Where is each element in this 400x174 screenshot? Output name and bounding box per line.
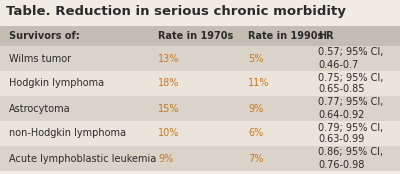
Text: 0.57; 95% CI,
0.46-0.7: 0.57; 95% CI, 0.46-0.7: [318, 48, 383, 69]
Text: 0.79; 95% CI,
0.63-0.99: 0.79; 95% CI, 0.63-0.99: [318, 122, 383, 144]
Text: Rate in 1990s: Rate in 1990s: [248, 31, 323, 41]
Text: 13%: 13%: [158, 53, 179, 64]
Text: 18%: 18%: [158, 78, 179, 89]
Text: Hodgkin lymphoma: Hodgkin lymphoma: [9, 78, 104, 89]
Bar: [0, 26, 400, 46]
Text: 0.86; 95% CI,
0.76-0.98: 0.86; 95% CI, 0.76-0.98: [318, 148, 383, 169]
Bar: [0, 121, 400, 146]
Text: 11%: 11%: [248, 78, 269, 89]
Text: 9%: 9%: [248, 104, 263, 113]
Text: Rate in 1970s: Rate in 1970s: [158, 31, 233, 41]
Text: HR: HR: [318, 31, 334, 41]
Text: Table. Reduction in serious chronic morbidity: Table. Reduction in serious chronic morb…: [6, 5, 346, 18]
Bar: [0, 71, 400, 96]
Text: Wilms tumor: Wilms tumor: [9, 53, 71, 64]
Text: Acute lymphoblastic leukemia: Acute lymphoblastic leukemia: [9, 153, 156, 164]
Text: 9%: 9%: [158, 153, 173, 164]
Bar: [0, 96, 400, 121]
Text: 10%: 10%: [158, 129, 179, 139]
Bar: [0, 146, 400, 171]
Text: Survivors of:: Survivors of:: [9, 31, 80, 41]
Text: 6%: 6%: [248, 129, 263, 139]
Text: 0.77; 95% CI,
0.64-0.92: 0.77; 95% CI, 0.64-0.92: [318, 97, 383, 120]
Bar: [0, 46, 400, 71]
Text: Astrocytoma: Astrocytoma: [9, 104, 71, 113]
Text: 0.75; 95% CI,
0.65-0.85: 0.75; 95% CI, 0.65-0.85: [318, 73, 383, 94]
Text: non-Hodgkin lymphoma: non-Hodgkin lymphoma: [9, 129, 126, 139]
Text: 5%: 5%: [248, 53, 263, 64]
Text: 15%: 15%: [158, 104, 180, 113]
Text: 7%: 7%: [248, 153, 263, 164]
